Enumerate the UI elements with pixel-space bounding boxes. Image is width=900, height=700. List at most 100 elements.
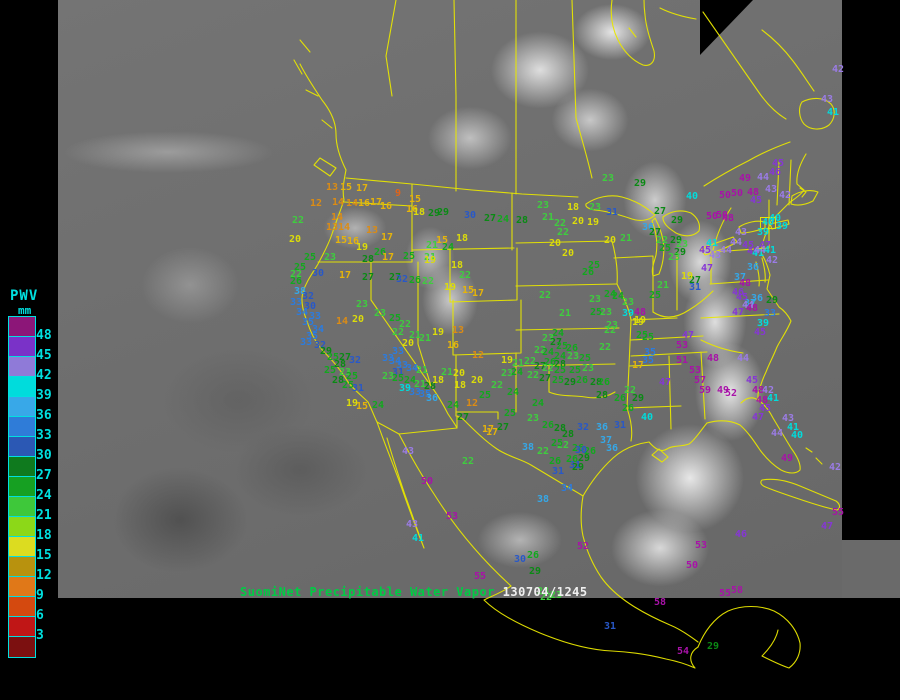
station-value: 31 — [603, 621, 617, 632]
legend-label: 12 — [36, 568, 52, 583]
station-value: 21 — [511, 358, 525, 369]
station-value: 36 — [595, 422, 609, 433]
station-value: 44 — [729, 237, 743, 248]
station-value: 48 — [746, 187, 760, 198]
station-value: 25 — [303, 252, 317, 263]
station-value: 13 — [451, 325, 465, 336]
station-value: 31 — [551, 466, 565, 477]
station-value: 18 — [453, 380, 467, 391]
station-value: 24 — [496, 214, 510, 225]
station-value: 36 — [641, 222, 655, 233]
station-value: 49 — [738, 173, 752, 184]
station-value: 53 — [688, 365, 702, 376]
cuba — [760, 478, 841, 511]
station-value: 27 — [538, 373, 552, 384]
legend-colorbar — [8, 316, 36, 658]
station-value: 17 — [369, 197, 383, 208]
us-mexico-border — [376, 415, 464, 435]
station-value: 33 — [408, 387, 422, 398]
station-value: 21 — [541, 212, 555, 223]
station-value: 23 — [355, 299, 369, 310]
station-value: 28 — [423, 381, 437, 392]
station-value: 26 — [565, 454, 579, 465]
station-value: 22 — [291, 215, 305, 226]
station-value: 55 — [473, 571, 487, 582]
station-value: 23 — [621, 297, 635, 308]
station-value: 14 — [330, 212, 344, 223]
station-value: 33 — [299, 337, 313, 348]
station-value: 37 — [733, 272, 747, 283]
station-value: 50 — [718, 190, 732, 201]
station-value: 53 — [445, 511, 459, 522]
station-value: 36 — [746, 262, 760, 273]
station-value: 40 — [685, 191, 699, 202]
station-value: 17 — [485, 427, 499, 438]
station-value: 47 — [700, 263, 714, 274]
station-value: 21 — [418, 333, 432, 344]
station-value: 25 — [345, 371, 359, 382]
station-value: 29 — [436, 207, 450, 218]
station-value: 26 — [548, 456, 562, 467]
station-value: 19 — [345, 398, 359, 409]
station-value: 22 — [598, 342, 612, 353]
station-value: 14 — [345, 198, 359, 209]
station-value: 17 — [338, 270, 352, 281]
us-canada-border — [345, 177, 579, 198]
legend-swatch — [9, 597, 35, 617]
station-value: 25 — [550, 438, 564, 449]
legend-swatch — [9, 317, 35, 337]
station-value: 24 — [531, 398, 545, 409]
legend-label: 21 — [36, 508, 52, 523]
station-value: 9 — [394, 188, 402, 199]
station-value: 39 — [775, 221, 789, 232]
station-value: 22 — [655, 235, 669, 246]
station-value: 12 — [471, 350, 485, 361]
legend-swatch — [9, 417, 35, 437]
station-value: 37 — [743, 298, 757, 309]
james-bay — [610, 0, 655, 66]
satellite-image-corner — [842, 540, 900, 598]
station-value: 48 — [633, 307, 647, 318]
legend-swatch — [9, 337, 35, 357]
state-borders-plains — [513, 240, 620, 393]
station-value: 27 — [648, 227, 662, 238]
station-value: 17 — [631, 360, 645, 371]
station-value: 40 — [640, 412, 654, 423]
station-value: 32 — [576, 422, 590, 433]
station-value: 23 — [588, 294, 602, 305]
station-value: 26 — [581, 267, 595, 278]
station-value: 42 — [761, 385, 775, 396]
gulf-of-california-coast — [398, 433, 512, 587]
station-value: 32 — [301, 291, 315, 302]
station-value: 16 — [357, 198, 371, 209]
station-value: 26 — [613, 393, 627, 404]
station-value: 26 — [583, 446, 597, 457]
station-value: 31 — [391, 367, 405, 378]
station-value: 23 — [541, 333, 555, 344]
station-value: 48 — [738, 278, 752, 289]
station-value: 31 — [688, 282, 702, 293]
station-value: 37 — [599, 435, 613, 446]
station-value: 24 — [551, 328, 565, 339]
station-value: 30 — [303, 301, 317, 312]
station-value: 28 — [333, 359, 347, 370]
station-value: 42 — [765, 255, 779, 266]
station-value: 23 — [599, 307, 613, 318]
station-value: 27 — [549, 337, 563, 348]
legend-swatch — [9, 617, 35, 637]
station-value: 40 — [768, 213, 782, 224]
station-value: 45 — [745, 375, 759, 386]
station-value: 50 — [420, 476, 434, 487]
bahamas — [805, 447, 823, 465]
legend-swatch — [9, 637, 35, 657]
station-value: 19 — [633, 315, 647, 326]
station-value: 23 — [601, 173, 615, 184]
station-value: 20 — [288, 234, 302, 245]
station-value: 18 — [455, 233, 469, 244]
state-borders-west — [317, 183, 432, 387]
station-value: 23 — [536, 200, 550, 211]
newfoundland — [799, 97, 835, 130]
station-value: 22 — [553, 218, 567, 229]
legend-label: 48 — [36, 328, 52, 343]
